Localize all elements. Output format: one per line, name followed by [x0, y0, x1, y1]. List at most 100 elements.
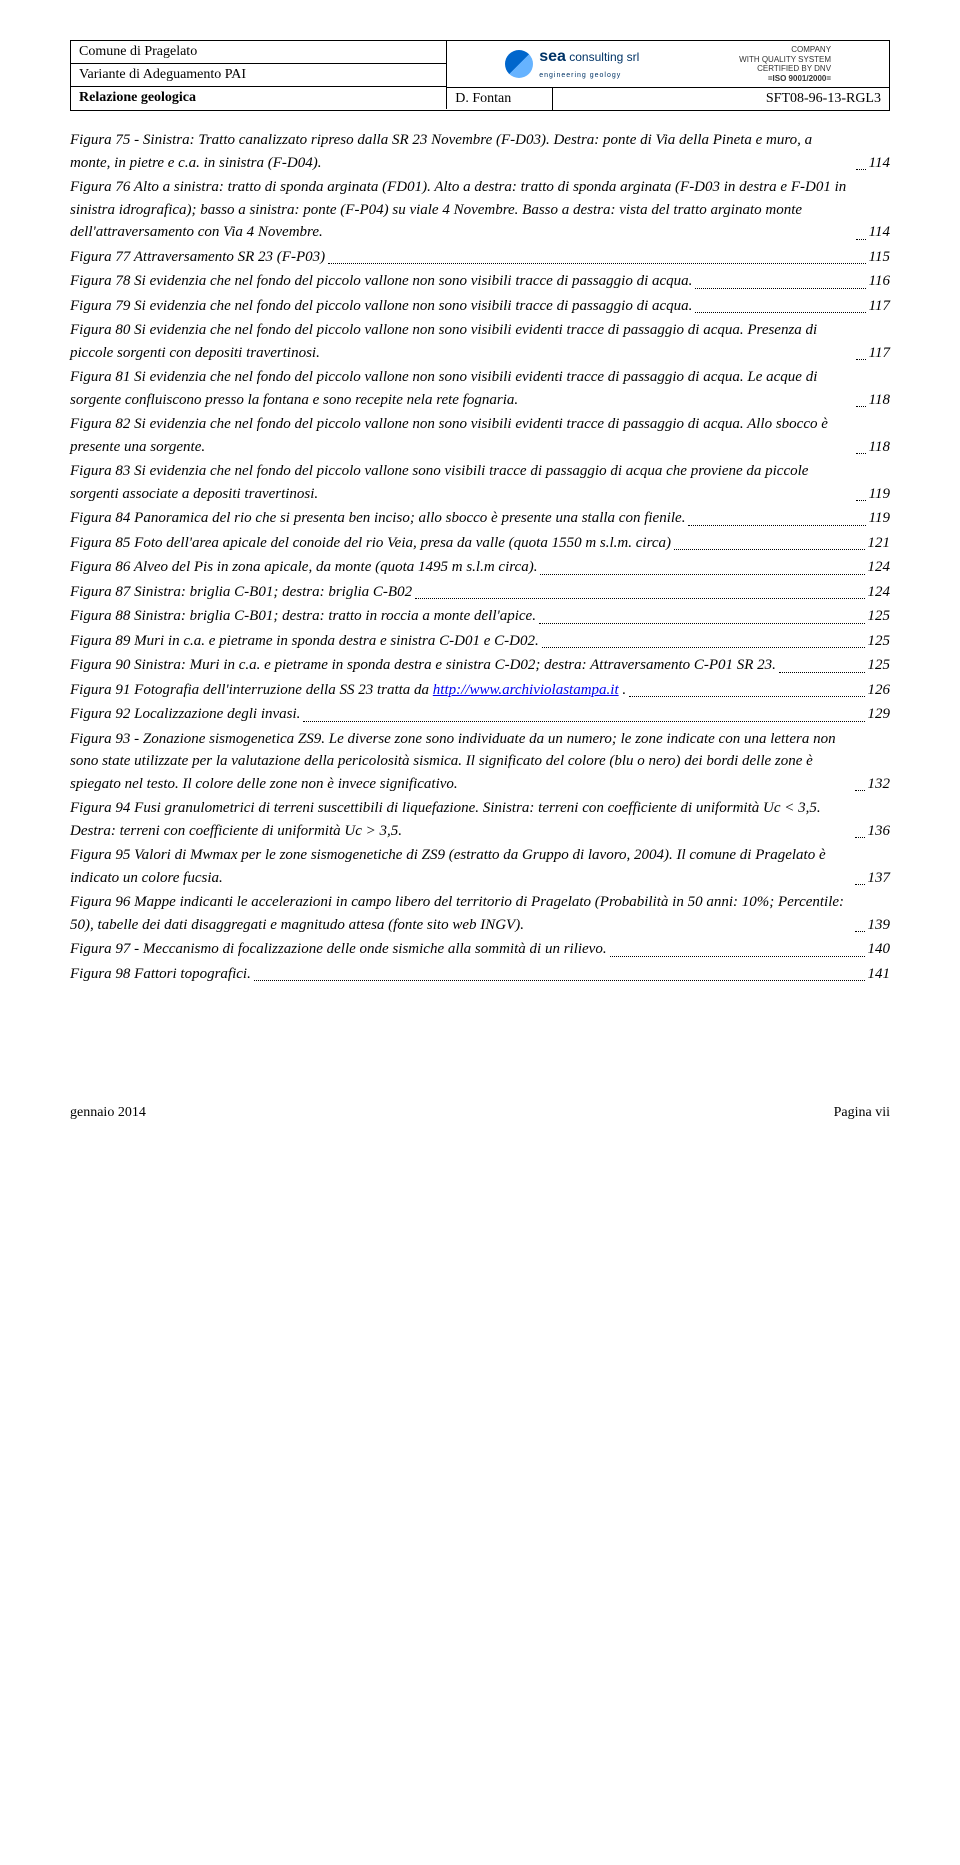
toc-entry: Figura 82 Si evidenzia che nel fondo del… — [70, 413, 890, 458]
toc-link[interactable]: http://www.archiviolastampa.it — [433, 682, 619, 698]
toc-entry: Figura 76 Alto a sinistra: tratto di spo… — [70, 176, 890, 244]
toc-text: Figura 93 - Zonazione sismogenetica ZS9.… — [70, 728, 852, 796]
toc-leader-dots — [542, 647, 865, 648]
toc-text: Figura 92 Localizzazione degli invasi. — [70, 703, 300, 726]
header-left-block: Comune di Pragelato Variante di Adeguame… — [71, 41, 447, 110]
doc-code: SFT08-96-13-RGL3 — [553, 88, 889, 110]
toc-text: Figura 81 Si evidenzia che nel fondo del… — [70, 366, 853, 411]
toc-entry: Figura 90 Sinistra: Muri in c.a. e pietr… — [70, 654, 890, 677]
toc-leader-dots — [610, 956, 865, 957]
toc-entry: Figura 85 Foto dell'area apicale del con… — [70, 532, 890, 555]
toc-leader-dots — [856, 406, 866, 407]
toc-text: Figura 90 Sinistra: Muri in c.a. e pietr… — [70, 654, 776, 677]
toc-text: Figura 87 Sinistra: briglia C-B01; destr… — [70, 581, 412, 604]
header-relazione: Relazione geologica — [71, 86, 447, 109]
footer-date: gennaio 2014 — [70, 1105, 146, 1121]
toc-entry: Figura 94 Fusi granulometrici di terreni… — [70, 797, 890, 842]
toc-page-number: 117 — [869, 342, 890, 365]
toc-page-number: 116 — [869, 270, 890, 293]
toc-page-number: 118 — [869, 436, 890, 459]
toc-leader-dots — [856, 239, 866, 240]
logo-row: sea consulting srl engineering geology C… — [447, 41, 889, 88]
doc-info-row: D. Fontan SFT08-96-13-RGL3 — [447, 88, 889, 110]
toc-leader-dots — [688, 525, 865, 526]
sea-tagline: engineering geology — [539, 72, 621, 79]
iso-line1: COMPANY — [739, 45, 831, 55]
toc-page-number: 115 — [869, 246, 890, 269]
toc-leader-dots — [856, 169, 866, 170]
header-variante: Variante di Adeguamento PAI — [71, 63, 447, 86]
toc-page-number: 125 — [868, 630, 891, 653]
toc-page-number: 126 — [868, 679, 891, 702]
header-comune: Comune di Pragelato — [71, 41, 447, 63]
toc-text: Figura 77 Attraversamento SR 23 (F-P03) — [70, 246, 325, 269]
page-footer: gennaio 2014 Pagina vii — [70, 1105, 890, 1121]
toc-text: Figura 96 Mappe indicanti le accelerazio… — [70, 891, 852, 936]
toc-entry: Figura 84 Panoramica del rio che si pres… — [70, 507, 890, 530]
toc-text: Figura 98 Fattori topografici. — [70, 963, 251, 986]
toc-entry: Figura 77 Attraversamento SR 23 (F-P03) 1… — [70, 246, 890, 269]
toc-entry: Figura 86 Alveo del Pis in zona apicale,… — [70, 556, 890, 579]
toc-leader-dots — [629, 696, 864, 697]
toc-entry: Figura 78 Si evidenzia che nel fondo del… — [70, 270, 890, 293]
toc-entry: Figura 92 Localizzazione degli invasi. 12… — [70, 703, 890, 726]
iso-line2: WITH QUALITY SYSTEM — [739, 55, 831, 65]
toc-leader-dots — [855, 790, 865, 791]
toc-text: Figura 79 Si evidenzia che nel fondo del… — [70, 295, 692, 318]
toc-page-number: 139 — [868, 914, 891, 937]
toc-text: Figura 76 Alto a sinistra: tratto di spo… — [70, 176, 853, 244]
toc-text: Figura 86 Alveo del Pis in zona apicale,… — [70, 556, 537, 579]
sea-brand: sea — [539, 48, 566, 65]
iso-line3: CERTIFIED BY DNV — [739, 64, 831, 74]
toc-page-number: 129 — [868, 703, 891, 726]
toc-page-number: 121 — [868, 532, 891, 555]
sea-logo: sea consulting srl engineering geology — [505, 48, 639, 80]
toc-entry: Figura 88 Sinistra: briglia C-B01; destr… — [70, 605, 890, 628]
toc-text: Figura 82 Si evidenzia che nel fondo del… — [70, 413, 853, 458]
toc-page-number: 141 — [868, 963, 891, 986]
toc-entry: Figura 97 - Meccanismo di focalizzazione… — [70, 938, 890, 961]
toc-entry: Figura 80 Si evidenzia che nel fondo del… — [70, 319, 890, 364]
sea-company: consulting srl — [569, 50, 639, 64]
toc-page-number: 124 — [868, 556, 891, 579]
toc-text: Figura 94 Fusi granulometrici di terreni… — [70, 797, 852, 842]
toc-page-number: 117 — [869, 295, 890, 318]
toc-text: Figura 91 Fotografia dell'interruzione d… — [70, 679, 626, 702]
toc-page-number: 119 — [869, 507, 890, 530]
toc-entry: Figura 81 Si evidenzia che nel fondo del… — [70, 366, 890, 411]
toc-leader-dots — [855, 837, 865, 838]
toc-text: Figura 75 - Sinistra: Tratto canalizzato… — [70, 129, 853, 174]
toc-entry: Figura 79 Si evidenzia che nel fondo del… — [70, 295, 890, 318]
toc-leader-dots — [779, 672, 865, 673]
doc-author: D. Fontan — [447, 88, 553, 110]
header-right-block: sea consulting srl engineering geology C… — [447, 41, 889, 110]
toc-entry: Figura 83 Si evidenzia che nel fondo del… — [70, 460, 890, 505]
toc-page-number: 124 — [868, 581, 891, 604]
toc-page-number: 114 — [869, 152, 890, 175]
toc-leader-dots — [695, 312, 865, 313]
toc-leader-dots — [303, 721, 864, 722]
toc-text: Figura 85 Foto dell'area apicale del con… — [70, 532, 671, 555]
toc-leader-dots — [856, 453, 866, 454]
toc-text: Figura 88 Sinistra: briglia C-B01; destr… — [70, 605, 536, 628]
toc-leader-dots — [540, 574, 864, 575]
toc-text: Figura 80 Si evidenzia che nel fondo del… — [70, 319, 853, 364]
toc-page-number: 136 — [868, 820, 891, 843]
toc-leader-dots — [855, 884, 865, 885]
toc-leader-dots — [695, 288, 865, 289]
toc-page-number: 114 — [869, 221, 890, 244]
toc-entry: Figura 87 Sinistra: briglia C-B01; destr… — [70, 581, 890, 604]
toc-entry: Figura 91 Fotografia dell'interruzione d… — [70, 679, 890, 702]
iso-line4: =ISO 9001/2000= — [739, 74, 831, 84]
toc-leader-dots — [539, 623, 865, 624]
toc-text: Figura 89 Muri in c.a. e pietrame in spo… — [70, 630, 539, 653]
toc-entry: Figura 95 Valori di Mwmax per le zone si… — [70, 844, 890, 889]
toc-page-number: 125 — [868, 605, 891, 628]
toc-text: Figura 97 - Meccanismo di focalizzazione… — [70, 938, 607, 961]
toc-entry: Figura 89 Muri in c.a. e pietrame in spo… — [70, 630, 890, 653]
table-of-contents: Figura 75 - Sinistra: Tratto canalizzato… — [70, 129, 890, 985]
toc-leader-dots — [254, 980, 865, 981]
toc-entry: Figura 98 Fattori topografici. 141 — [70, 963, 890, 986]
toc-page-number: 140 — [868, 938, 891, 961]
toc-text: Figura 84 Panoramica del rio che si pres… — [70, 507, 685, 530]
